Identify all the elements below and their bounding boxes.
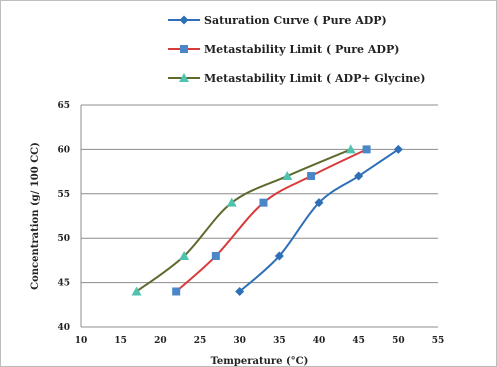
y-tick-label: 45 [57,279,70,289]
y-axis-title: Concentration (g/ 100 CC) [30,142,41,290]
data-point [345,144,356,154]
series-layer [131,144,403,296]
legend-marker [179,15,189,25]
data-point [307,172,316,181]
x-tick-label: 15 [114,336,127,346]
data-point [259,198,268,207]
x-tick-label: 40 [313,336,326,346]
legend-marker [179,73,189,82]
series-triangle [131,144,356,296]
axis-layer: 40 45 50 55 60 65 10 15 20 25 30 35 40 45 50 55 [57,101,444,346]
legend-entry: Metastability Limit ( Pure ADP) [168,43,399,56]
data-point [354,171,364,181]
data-point [314,198,324,208]
x-tick-label: 25 [194,336,207,346]
series-square [172,145,371,296]
legend: Saturation Curve ( Pure ADP) Metastabilit… [168,14,425,85]
y-tick-label: 65 [57,101,70,111]
legend-entry: Metastability Limit ( ADP+ Glycine) [168,72,425,85]
data-point [235,286,245,296]
legend-entry: Saturation Curve ( Pure ADP) [168,14,387,27]
legend-label: Metastability Limit ( ADP+ Glycine) [204,72,425,85]
y-tick-label: 50 [57,234,70,244]
data-point [211,251,220,260]
x-tick-label: 50 [392,336,405,346]
data-point [172,287,181,296]
y-tick-label: 55 [57,190,70,200]
x-tick-label: 55 [432,336,445,346]
x-tick-label: 10 [75,336,88,346]
legend-label: Metastability Limit ( Pure ADP) [204,43,399,56]
x-tick-label: 45 [352,336,365,346]
x-tick-label: 35 [273,336,286,346]
data-point [362,145,371,154]
data-point [393,144,403,154]
x-tick-label: 30 [233,336,246,346]
legend-label: Saturation Curve ( Pure ADP) [204,14,387,27]
data-point [131,286,142,296]
x-axis-title: Temperature (°C) [211,356,309,367]
data-point [274,251,284,261]
data-point [179,250,190,260]
legend-marker [180,45,188,53]
data-point [226,197,237,207]
data-point [282,171,293,181]
y-tick-label: 40 [57,323,70,333]
y-tick-label: 60 [57,145,70,155]
series-diamond [235,144,403,296]
x-tick-label: 20 [154,336,167,346]
